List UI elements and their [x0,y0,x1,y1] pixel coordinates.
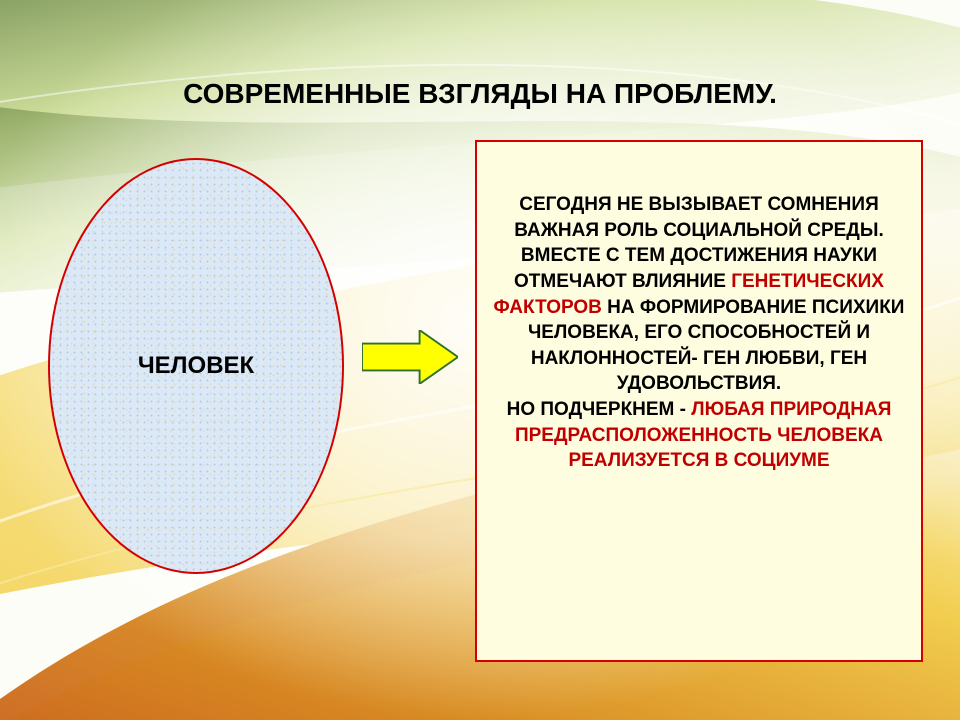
arrow-right [362,330,458,384]
text-paragraph: ВМЕСТЕ С ТЕМ ДОСТИЖЕНИЯ НАУКИ ОТМЕЧАЮТ В… [491,243,907,397]
text-paragraph: НО ПОДЧЕРКНЕМ - ЛЮБАЯ ПРИРОДНАЯ ПРЕДРАСП… [491,397,907,474]
text-run: НО ПОДЧЕРКНЕМ - [507,399,692,420]
human-ellipse: ЧЕЛОВЕК [48,158,344,574]
slide-title: СОВРЕМЕННЫЕ ВЗГЛЯДЫ НА ПРОБЛЕМУ. [0,78,960,110]
slide: СОВРЕМЕННЫЕ ВЗГЛЯДЫ НА ПРОБЛЕМУ. ЧЕЛОВЕК… [0,0,960,720]
arrow-right-icon [362,330,458,384]
human-ellipse-label: ЧЕЛОВЕК [138,352,254,380]
text-paragraph: СЕГОДНЯ НЕ ВЫЗЫВАЕТ СОМНЕНИЯ ВАЖНАЯ РОЛЬ… [491,192,907,243]
text-run: СЕГОДНЯ НЕ ВЫЗЫВАЕТ СОМНЕНИЯ ВАЖНАЯ РОЛЬ… [514,194,883,241]
description-box: СЕГОДНЯ НЕ ВЫЗЫВАЕТ СОМНЕНИЯ ВАЖНАЯ РОЛЬ… [475,140,923,662]
